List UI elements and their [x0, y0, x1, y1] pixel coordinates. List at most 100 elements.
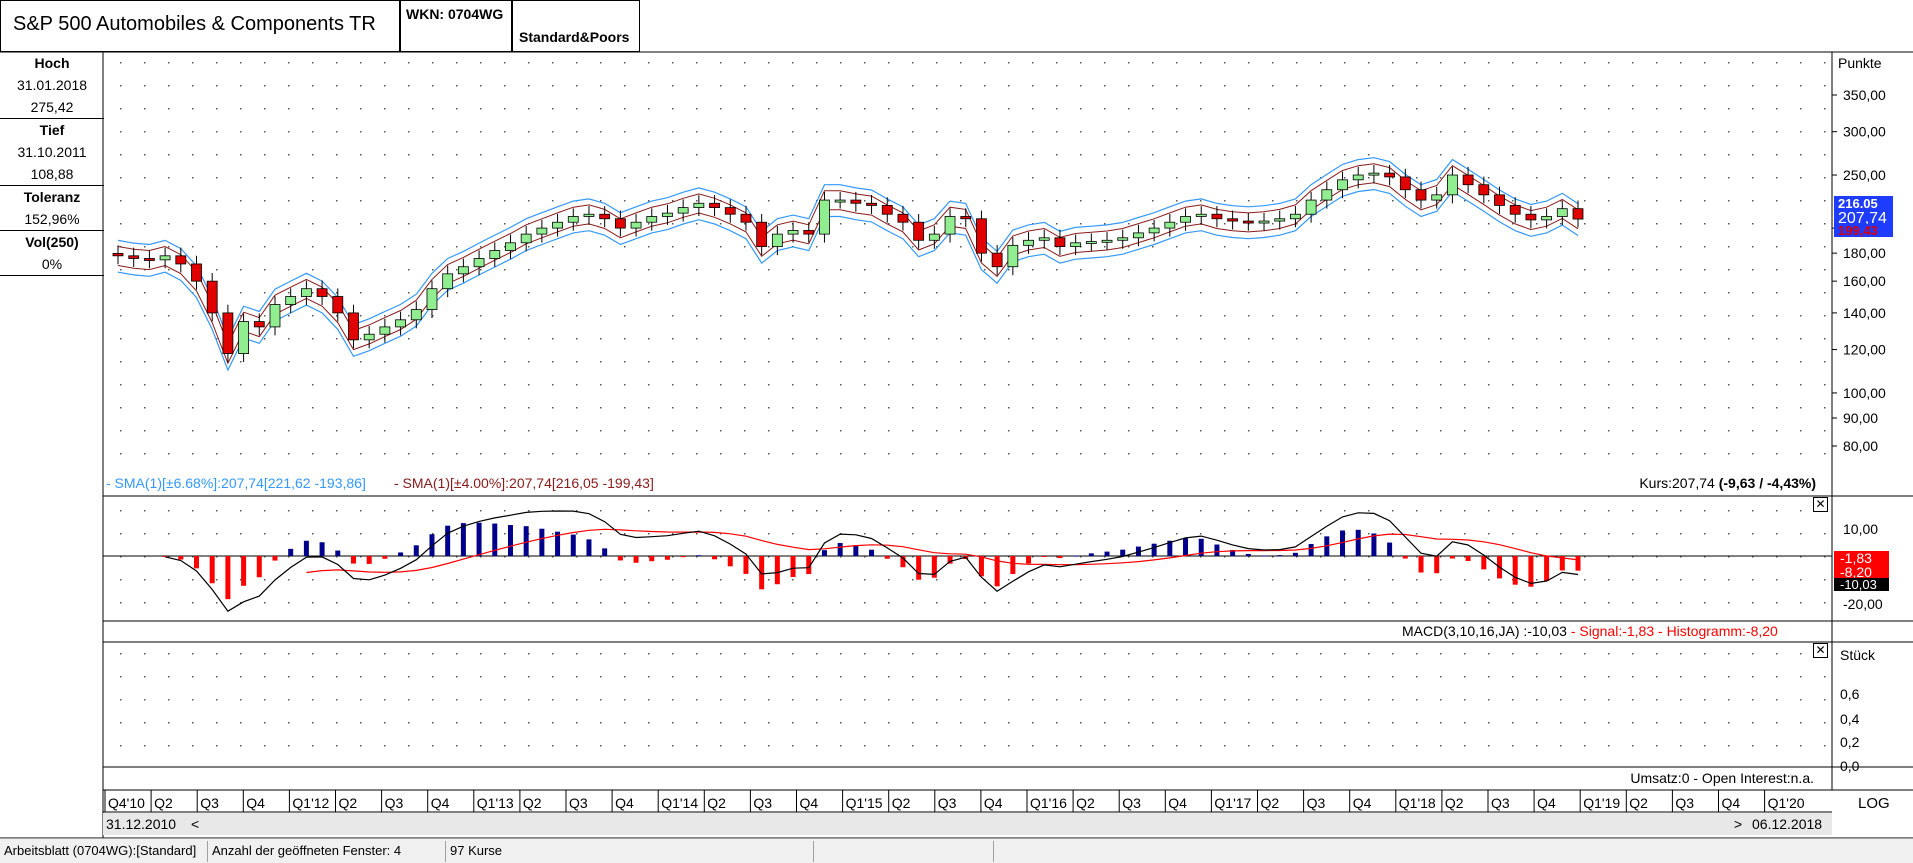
scale-mode-label[interactable]: LOG — [1858, 795, 1890, 812]
price-grid-dot — [816, 177, 818, 179]
volume-grid-dot — [144, 676, 146, 678]
price-grid-dot — [576, 85, 578, 87]
macd-grid-dot — [264, 510, 266, 512]
price-grid-dot — [1320, 430, 1322, 432]
price-grid-dot — [1344, 177, 1346, 179]
price-grid-dot — [1344, 384, 1346, 386]
macd-grid-dot — [1488, 556, 1490, 558]
price-grid-dot — [1464, 200, 1466, 202]
price-grid-dot — [1200, 154, 1202, 156]
price-grid-dot — [1608, 384, 1610, 386]
price-grid-dot — [1464, 315, 1466, 317]
volume-grid-dot — [240, 699, 242, 701]
price-grid-dot — [1344, 292, 1346, 294]
time-tick-label: Q4 — [615, 795, 634, 811]
price-grid-dot — [1512, 407, 1514, 409]
macd-line — [164, 510, 1579, 612]
price-grid-dot — [1584, 246, 1586, 248]
price-grid-dot — [264, 453, 266, 455]
volume-grid-dot — [1344, 653, 1346, 655]
macd-grid-dot — [648, 579, 650, 581]
macd-grid-dot — [528, 579, 530, 581]
price-grid-dot — [1272, 246, 1274, 248]
price-grid-dot — [528, 361, 530, 363]
price-grid-dot — [1704, 62, 1706, 64]
candle-body — [489, 250, 501, 259]
price-grid-dot — [120, 62, 122, 64]
candle-body — [1572, 208, 1584, 220]
price-grid-dot — [1632, 407, 1634, 409]
volume-grid-dot — [1128, 745, 1130, 747]
price-grid-dot — [1488, 62, 1490, 64]
volume-grid-dot — [768, 653, 770, 655]
scroll-right-arrow[interactable]: > — [1734, 816, 1742, 832]
volume-grid-dot — [1656, 699, 1658, 701]
price-tags: 216,05 207,74 199,43 — [1834, 196, 1893, 238]
price-grid-dot — [1752, 85, 1754, 87]
macd-grid-dot — [576, 510, 578, 512]
high-label: Hoch — [34, 55, 70, 71]
macd-grid-dot — [672, 533, 674, 535]
price-grid-dot — [312, 223, 314, 225]
volume-grid-dot — [1728, 722, 1730, 724]
price-grid-dot — [960, 292, 962, 294]
price-grid-dot — [864, 453, 866, 455]
price-grid-dot — [768, 154, 770, 156]
scrollbar-track[interactable] — [103, 813, 1832, 835]
price-grid-dot — [1200, 131, 1202, 133]
price-grid-dot — [1296, 154, 1298, 156]
price-grid-dot — [1752, 384, 1754, 386]
price-grid-dot — [1296, 292, 1298, 294]
price-grid-dot — [432, 407, 434, 409]
price-grid-dot — [1392, 338, 1394, 340]
macd-grid-dot — [888, 533, 890, 535]
price-grid-dot — [1464, 453, 1466, 455]
price-grid-dot — [1608, 200, 1610, 202]
price-grid-dot — [1656, 108, 1658, 110]
price-grid-dot — [120, 338, 122, 340]
macd-grid-dot — [120, 510, 122, 512]
price-grid-dot — [600, 108, 602, 110]
macd-grid-dot — [1776, 533, 1778, 535]
chart-area[interactable]: Punkte 350,00300,00250,00200,00180,00160… — [0, 0, 1913, 838]
volume-grid-dot — [1320, 653, 1322, 655]
price-grid-dot — [264, 177, 266, 179]
scroll-left-arrow[interactable]: < — [191, 816, 199, 832]
macd-grid-dot — [816, 579, 818, 581]
price-grid-dot — [360, 223, 362, 225]
price-grid-dot — [1056, 131, 1058, 133]
volume-grid-dot — [360, 676, 362, 678]
price-grid-dot — [792, 338, 794, 340]
time-axis: Q4'10 Q2 Q3 Q4 Q1'12 Q2 Q3 Q4 Q1'13 Q2 Q3 Q4 Q1'14 Q2… — [104, 790, 1805, 812]
volume-grid-dot — [768, 745, 770, 747]
macd-histogram-bar — [413, 545, 419, 556]
price-grid-dot — [1536, 315, 1538, 317]
volume-grid-dot — [1104, 699, 1106, 701]
price-grid-dot — [1752, 315, 1754, 317]
volume-close-icon[interactable]: ✕ — [1813, 643, 1828, 658]
volume-grid-dot — [1584, 699, 1586, 701]
macd-grid-dot — [1656, 533, 1658, 535]
volume-grid-dot — [168, 722, 170, 724]
price-grid-dot — [1608, 223, 1610, 225]
price-grid-dot — [504, 430, 506, 432]
lower-inner-band — [117, 182, 1579, 365]
price-grid-dot — [1392, 85, 1394, 87]
price-grid-dot — [1128, 292, 1130, 294]
price-grid-dot — [1632, 85, 1634, 87]
macd-grid-dot — [1104, 533, 1106, 535]
macd-close-icon[interactable]: ✕ — [1813, 497, 1828, 512]
price-grid-dot — [912, 338, 914, 340]
macd-grid-dot — [768, 579, 770, 581]
macd-grid-dot — [1392, 579, 1394, 581]
volume-grid-dot — [240, 722, 242, 724]
macd-grid-dot — [744, 533, 746, 535]
price-grid-dot — [1488, 108, 1490, 110]
candle-body — [1290, 213, 1301, 220]
price-grid-dot — [1320, 108, 1322, 110]
price-grid-dot — [840, 407, 842, 409]
macd-grid-dot — [1248, 510, 1250, 512]
price-grid-dot — [1584, 154, 1586, 156]
price-grid-dot — [720, 223, 722, 225]
macd-grid-dot — [864, 510, 866, 512]
